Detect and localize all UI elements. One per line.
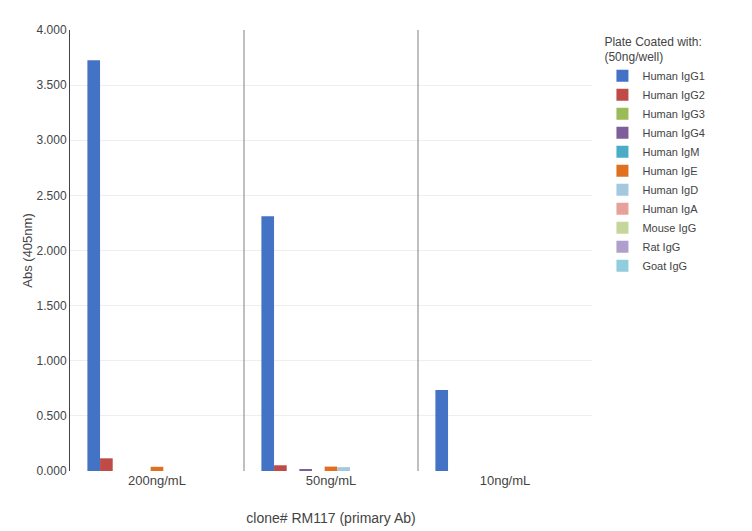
svg-text:2.500: 2.500 [37, 189, 67, 203]
svg-text:Human IgA: Human IgA [642, 203, 698, 215]
svg-text:3.000: 3.000 [37, 133, 67, 147]
svg-text:Rat IgG: Rat IgG [642, 241, 680, 253]
svg-text:1.000: 1.000 [37, 354, 67, 368]
svg-text:Mouse IgG: Mouse IgG [642, 222, 696, 234]
svg-text:clone# RM117 (primary Ab): clone# RM117 (primary Ab) [246, 510, 415, 526]
svg-text:3.500: 3.500 [37, 78, 67, 92]
svg-text:200ng/mL: 200ng/mL [128, 473, 186, 488]
svg-text:Human IgG4: Human IgG4 [642, 127, 704, 139]
svg-text:0.500: 0.500 [37, 409, 67, 423]
svg-text:0.000: 0.000 [37, 464, 67, 478]
svg-text:Human IgM: Human IgM [642, 146, 699, 158]
svg-text:Goat IgG: Goat IgG [642, 260, 687, 272]
svg-text:Human IgG3: Human IgG3 [642, 108, 704, 120]
svg-text:Human IgD: Human IgD [642, 184, 698, 196]
svg-text:1.500: 1.500 [37, 299, 67, 313]
svg-text:Abs (405nm): Abs (405nm) [20, 213, 35, 287]
svg-text:Plate Coated with:(50ng/well): Plate Coated with:(50ng/well) [604, 35, 701, 65]
svg-text:2.000: 2.000 [37, 244, 67, 258]
svg-text:50ng/mL: 50ng/mL [306, 473, 357, 488]
svg-text:4.000: 4.000 [37, 23, 67, 37]
svg-text:Human IgG2: Human IgG2 [642, 89, 704, 101]
svg-text:Human IgG1: Human IgG1 [642, 70, 704, 82]
svg-text:Human IgE: Human IgE [642, 165, 697, 177]
svg-text:10ng/mL: 10ng/mL [480, 473, 531, 488]
